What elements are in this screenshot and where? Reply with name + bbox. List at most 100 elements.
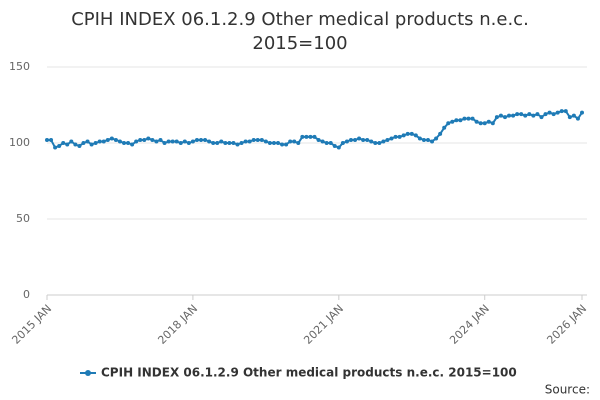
- data-point: [194, 137, 199, 142]
- data-point: [320, 139, 325, 144]
- data-point: [174, 139, 179, 144]
- data-point: [502, 115, 507, 120]
- data-point: [267, 141, 272, 145]
- data-point: [357, 136, 362, 141]
- data-point: [385, 137, 390, 142]
- data-point: [328, 141, 333, 145]
- data-point: [539, 115, 544, 120]
- data-point: [348, 137, 353, 142]
- data-point: [105, 137, 110, 142]
- data-point: [547, 110, 552, 115]
- data-point: [296, 141, 301, 145]
- data-point: [535, 112, 540, 117]
- data-point: [300, 134, 305, 139]
- data-point: [134, 139, 139, 144]
- data-point: [409, 131, 414, 136]
- data-point: [186, 141, 191, 145]
- data-point: [312, 134, 317, 139]
- data-point: [276, 141, 281, 145]
- data-point: [340, 141, 345, 145]
- data-point: [498, 113, 503, 118]
- data-point: [263, 139, 268, 144]
- data-point: [571, 113, 576, 118]
- data-point: [458, 118, 463, 123]
- data-point: [531, 113, 536, 118]
- x-tick-label: 2024 JAN: [447, 302, 492, 347]
- data-point: [466, 116, 471, 121]
- data-point: [146, 136, 151, 141]
- data-point: [203, 137, 208, 142]
- data-point: [211, 141, 216, 145]
- data-point: [158, 137, 163, 142]
- data-point: [138, 137, 143, 142]
- data-point: [284, 142, 289, 147]
- data-point: [154, 139, 159, 144]
- data-point: [353, 137, 358, 142]
- data-point: [450, 119, 455, 124]
- data-point: [57, 144, 62, 149]
- data-point: [543, 112, 548, 117]
- data-point: [101, 139, 106, 144]
- data-point: [462, 116, 467, 121]
- data-point: [344, 139, 349, 144]
- data-point: [336, 145, 341, 150]
- data-point: [65, 142, 70, 147]
- data-point: [434, 136, 439, 141]
- data-point: [126, 141, 131, 145]
- data-point: [417, 136, 422, 141]
- data-point: [575, 116, 580, 121]
- data-point: [507, 113, 512, 118]
- x-tick-label: 2026 JAN: [544, 302, 589, 347]
- data-point: [567, 115, 572, 120]
- data-point: [251, 137, 256, 142]
- data-point: [162, 141, 167, 145]
- data-point: [219, 139, 224, 144]
- data-point: [182, 139, 187, 144]
- data-point: [369, 139, 374, 144]
- data-point: [482, 121, 487, 126]
- data-point: [113, 137, 118, 142]
- data-point: [280, 142, 285, 147]
- data-point: [81, 141, 86, 145]
- data-point: [271, 141, 276, 145]
- data-point: [223, 141, 228, 145]
- data-point: [397, 134, 402, 139]
- data-point: [235, 142, 240, 147]
- x-tick-label: 2018 JAN: [155, 302, 200, 347]
- data-point: [442, 125, 447, 130]
- data-point: [69, 139, 74, 144]
- data-point: [470, 116, 475, 121]
- data-point: [109, 136, 114, 141]
- data-point: [563, 109, 568, 114]
- data-point: [45, 137, 49, 142]
- data-point: [292, 139, 297, 144]
- data-point: [178, 141, 183, 145]
- y-tick-label: 50: [16, 212, 30, 225]
- data-point: [227, 141, 232, 145]
- data-point: [130, 142, 135, 147]
- data-point: [373, 141, 378, 145]
- data-point: [381, 139, 386, 144]
- data-point: [170, 139, 175, 144]
- data-point: [393, 134, 398, 139]
- data-point: [425, 137, 430, 142]
- data-point: [166, 139, 171, 144]
- data-point: [478, 121, 483, 126]
- data-point: [49, 137, 54, 142]
- data-point: [73, 142, 78, 147]
- legend-symbol-marker: [85, 370, 91, 376]
- data-point: [486, 119, 491, 124]
- data-point: [389, 136, 394, 141]
- data-point: [580, 110, 584, 115]
- data-point: [490, 121, 495, 126]
- data-point: [324, 141, 329, 145]
- data-point: [515, 112, 520, 117]
- y-tick-label: 100: [9, 136, 30, 149]
- data-point: [523, 113, 528, 118]
- data-point: [551, 112, 556, 117]
- data-point: [405, 131, 410, 136]
- data-point: [85, 139, 90, 144]
- data-point: [207, 139, 212, 144]
- data-point: [243, 139, 248, 144]
